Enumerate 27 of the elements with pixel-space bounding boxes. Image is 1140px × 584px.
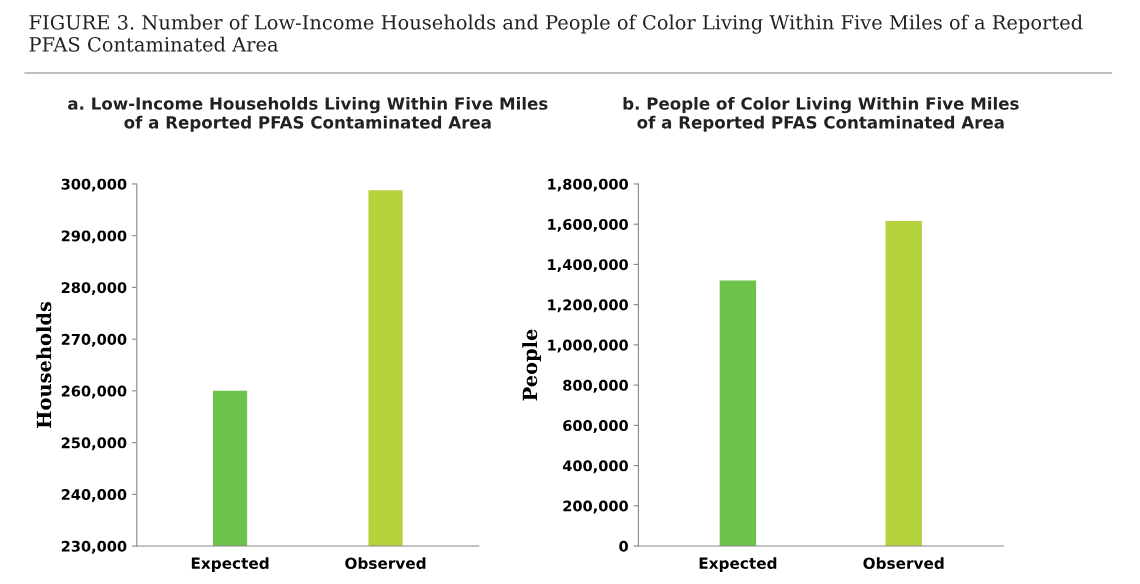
y-tick-label: 1,400,000: [548, 259, 628, 273]
y-tick-label: 290,000: [61, 230, 127, 244]
x-tick-label: Expected: [191, 557, 269, 572]
x-tick-label: Observed: [863, 557, 944, 569]
y-tick-label: 600,000: [563, 420, 628, 433]
y-tick-label: 1,600,000: [548, 218, 628, 232]
y-tick-label: 260,000: [61, 385, 127, 399]
y-axis-title: Households: [36, 301, 52, 428]
y-tick-label: 280,000: [61, 282, 127, 296]
y-tick-label: 0: [619, 540, 628, 552]
y-tick-label: 1,200,000: [548, 299, 628, 313]
x-tick-label: Expected: [699, 557, 777, 572]
y-tick-label: 270,000: [61, 333, 127, 347]
caption: FIGURE 3. Number of Low-Income Households and People of Color Living Within Five Miles of a Reported PFAS Contaminated Area: [29, 14, 1083, 52]
y-tick-label: 230,000: [61, 540, 127, 554]
y-tick-label: 200,000: [563, 500, 628, 514]
y-tick-label: 400,000: [562, 460, 628, 474]
x-tick-label: Observed: [345, 557, 426, 569]
y-axis-title: People: [522, 329, 542, 401]
y-tick-label: 250,000: [61, 437, 127, 451]
y-tick-label: 1,000,000: [548, 339, 628, 353]
y-tick-label: 300,000: [61, 178, 127, 192]
y-tick-label: 1,800,000: [548, 178, 628, 192]
chart-title: b. People of Color Living Within Five Miles of a Reported PFAS Contaminated Area: [623, 96, 1019, 132]
chart-title: a. Low-Income Households Living Within Five Miles of a Reported PFAS Contaminated Area: [68, 96, 548, 132]
y-tick-label: 240,000: [61, 489, 127, 502]
y-tick-label: 800,000: [563, 379, 628, 393]
